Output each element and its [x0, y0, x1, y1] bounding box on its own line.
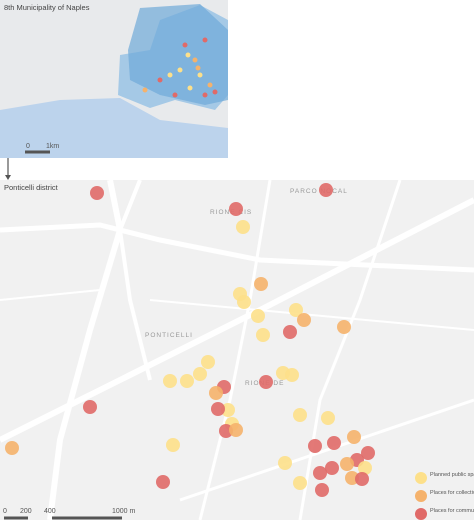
inset-point [202, 37, 208, 43]
scale-label: 1km [46, 143, 59, 150]
map-point [297, 313, 311, 327]
inset-point [192, 57, 198, 63]
map-point [156, 475, 170, 489]
scale-label: 0 [26, 143, 30, 150]
inset-point [142, 87, 148, 93]
map-point [319, 183, 333, 197]
inset-point [197, 72, 203, 78]
map-point [358, 461, 372, 475]
inset-point [182, 42, 188, 48]
inset-point [177, 67, 183, 73]
inset-point [172, 92, 178, 98]
inset-point [212, 89, 218, 95]
map-point [293, 408, 307, 422]
map-point [211, 402, 225, 416]
inset-point [157, 77, 163, 83]
map-point [180, 374, 194, 388]
scale-label: 1000 m [112, 508, 136, 515]
map-point [325, 461, 339, 475]
map-point [321, 411, 335, 425]
map-point [254, 277, 268, 291]
map-point [90, 186, 104, 200]
place-label: PONTICELLI [145, 332, 193, 339]
map-point [340, 457, 354, 471]
main-map [0, 180, 474, 520]
legend-swatch [415, 508, 427, 520]
map-point [293, 476, 307, 490]
sea [0, 98, 228, 158]
place-label: PARCO NOCAL [290, 188, 348, 195]
map-point [256, 328, 270, 342]
map-point [163, 374, 177, 388]
map-point [355, 472, 369, 486]
map-point [251, 309, 265, 323]
main-title: Ponticelli district [4, 183, 59, 192]
map-point [283, 325, 297, 339]
map-point [361, 446, 375, 460]
legend-swatch [415, 490, 427, 502]
map-point [285, 368, 299, 382]
map-point [313, 466, 327, 480]
legend-label: Places for collective use [430, 490, 474, 496]
map-point [347, 430, 361, 444]
arrow-head [5, 175, 11, 180]
ponticelli-area [128, 4, 228, 105]
map-point [315, 483, 329, 497]
map-point [5, 441, 19, 455]
inset-point [185, 52, 191, 58]
inset-point [195, 65, 201, 71]
map-point [308, 439, 322, 453]
map-point [166, 438, 180, 452]
legend-label: Places for community use [430, 508, 474, 514]
map-point [229, 423, 243, 437]
map-point [209, 386, 223, 400]
scale-label: 400 [44, 508, 56, 515]
map-point [337, 320, 351, 334]
inset-point [167, 72, 173, 78]
scale-label: 0 [3, 508, 7, 515]
inset-point [187, 85, 193, 91]
map-point [193, 367, 207, 381]
map-point [201, 355, 215, 369]
map-point [236, 220, 250, 234]
inset-point [207, 82, 213, 88]
inset-title: 8th Municipality of Naples [4, 3, 90, 12]
roads [0, 179, 474, 521]
scale-label: 200 [20, 508, 32, 515]
map-point [327, 436, 341, 450]
map-point [278, 456, 292, 470]
map-point [83, 400, 97, 414]
legend-swatch [415, 472, 427, 484]
inset-point [202, 92, 208, 98]
map-point [259, 375, 273, 389]
map-point [289, 303, 303, 317]
legend-label: Planned public spaces and facilities [430, 472, 474, 478]
map-point [229, 202, 243, 216]
map-point [237, 295, 251, 309]
